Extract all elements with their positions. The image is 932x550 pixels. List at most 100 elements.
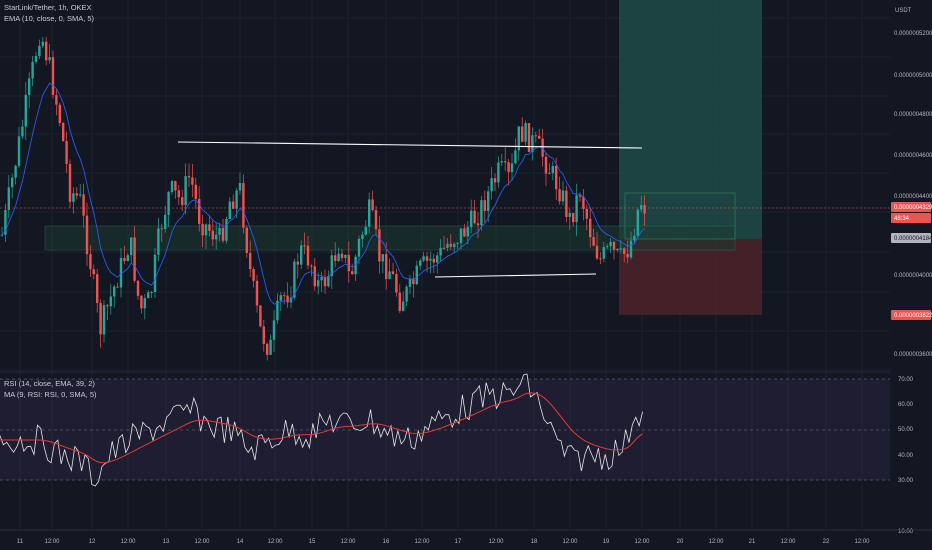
candle-body[interactable] [109, 296, 112, 307]
support-trendline[interactable] [434, 273, 597, 278]
candle-body[interactable] [589, 218, 592, 238]
candle-body[interactable] [106, 305, 109, 307]
candle-body[interactable] [419, 260, 422, 266]
candle-body[interactable] [633, 235, 636, 241]
candle-body[interactable] [208, 224, 211, 231]
candle-body[interactable] [21, 126, 24, 137]
rsi-pane[interactable] [0, 371, 932, 487]
candle-body[interactable] [422, 256, 425, 261]
candle-body[interactable] [609, 241, 612, 247]
candle-body[interactable] [643, 205, 646, 214]
candle-body[interactable] [194, 184, 197, 199]
candle-body[interactable] [269, 339, 272, 355]
candle-body[interactable] [31, 61, 34, 79]
candle-body[interactable] [582, 196, 585, 209]
candle-body[interactable] [330, 255, 333, 277]
candle-body[interactable] [279, 295, 282, 301]
candle-body[interactable] [130, 237, 133, 256]
candle-body[interactable] [551, 165, 554, 174]
candle-body[interactable] [578, 195, 582, 197]
candle-body[interactable] [398, 292, 401, 312]
candle-body[interactable] [184, 176, 187, 206]
candle-body[interactable] [38, 45, 41, 57]
candle-body[interactable] [116, 286, 119, 288]
candle-body[interactable] [517, 126, 520, 151]
candle-body[interactable] [357, 239, 361, 257]
candle-body[interactable] [623, 248, 626, 254]
candle-body[interactable] [504, 161, 507, 163]
candle-body[interactable] [62, 122, 65, 142]
candle-body[interactable] [187, 176, 191, 178]
candle-body[interactable] [79, 194, 82, 196]
candle-body[interactable] [140, 295, 143, 309]
candle-body[interactable] [323, 277, 327, 287]
candle-body[interactable] [24, 94, 27, 127]
candle-body[interactable] [143, 298, 146, 309]
candle-body[interactable] [310, 265, 313, 267]
candle-body[interactable] [113, 286, 116, 297]
candle-body[interactable] [527, 123, 531, 152]
candle-body[interactable] [640, 205, 643, 210]
candle-body[interactable] [65, 141, 68, 164]
candle-body[interactable] [92, 269, 95, 275]
candle-body[interactable] [266, 343, 269, 355]
candle-body[interactable] [415, 265, 418, 285]
candle-body[interactable] [249, 252, 252, 270]
candle-body[interactable] [490, 178, 493, 192]
candle-body[interactable] [228, 201, 231, 219]
candle-body[interactable] [262, 326, 265, 344]
candle-body[interactable] [629, 240, 633, 258]
candle-body[interactable] [55, 94, 58, 105]
candle-body[interactable] [425, 256, 429, 261]
candle-body[interactable] [58, 104, 61, 123]
candle-body[interactable] [388, 271, 391, 280]
candle-body[interactable] [544, 156, 548, 174]
candle-body[interactable] [347, 254, 350, 272]
candle-body[interactable] [215, 234, 218, 240]
candle-body[interactable] [153, 254, 157, 293]
candle-body[interactable] [371, 199, 374, 211]
candle-body[interactable] [568, 212, 571, 217]
candle-body[interactable] [170, 181, 174, 192]
candle-body[interactable] [626, 253, 629, 258]
candle-body[interactable] [408, 278, 412, 287]
candle-body[interactable] [198, 198, 201, 224]
candle-body[interactable] [470, 210, 473, 228]
candle-body[interactable] [252, 269, 255, 281]
candle-body[interactable] [123, 258, 126, 261]
candle-body[interactable] [599, 258, 602, 260]
candle-body[interactable] [136, 280, 140, 296]
candle-body[interactable] [476, 223, 480, 226]
candle-body[interactable] [381, 254, 384, 262]
candle-body[interactable] [272, 320, 276, 340]
candle-body[interactable] [238, 183, 242, 191]
candle-body[interactable] [51, 57, 55, 95]
candle-body[interactable] [514, 150, 517, 164]
candle-body[interactable] [255, 280, 259, 306]
candle-body[interactable] [446, 243, 449, 248]
candle-body[interactable] [320, 277, 323, 281]
candle-body[interactable] [313, 266, 316, 287]
candle-body[interactable] [459, 228, 463, 243]
candle-body[interactable] [150, 292, 153, 294]
ema-legend[interactable]: EMA (10, close, 0, SMA, 5) [4, 14, 95, 23]
candle-body[interactable] [45, 41, 48, 61]
candle-body[interactable] [317, 280, 320, 287]
candle-body[interactable] [361, 234, 364, 240]
candle-body[interactable] [395, 274, 398, 293]
candle-body[interactable] [565, 190, 568, 217]
candle-body[interactable] [327, 276, 330, 287]
resistance-trendline[interactable] [177, 141, 643, 149]
candle-body[interactable] [368, 199, 371, 227]
candle-body[interactable] [28, 78, 31, 95]
candle-body[interactable] [14, 165, 17, 178]
candle-body[interactable] [133, 237, 136, 281]
candle-body[interactable] [374, 210, 378, 230]
candle-body[interactable] [96, 274, 99, 303]
candle-body[interactable] [0, 234, 4, 236]
candle-body[interactable] [218, 227, 221, 235]
candle-body[interactable] [164, 214, 167, 230]
candle-body[interactable] [456, 242, 459, 244]
candle-body[interactable] [636, 209, 639, 236]
